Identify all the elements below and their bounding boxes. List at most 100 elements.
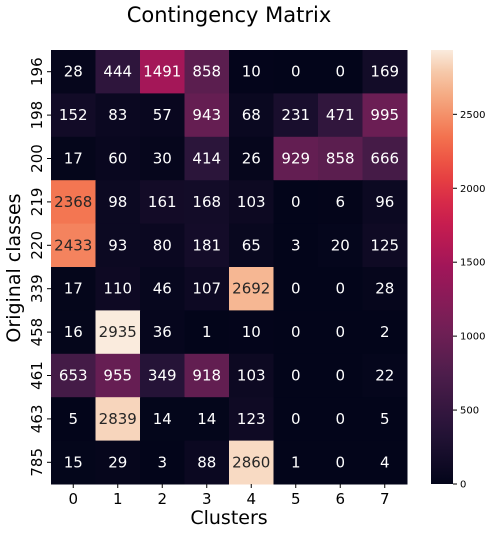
heatmap-cell xyxy=(362,267,408,311)
heatmap-cell xyxy=(318,397,363,442)
heatmap-cell xyxy=(229,223,274,268)
cell-value-label: 0 xyxy=(291,323,301,341)
cell-value-label: 858 xyxy=(326,150,355,168)
cell-value-label: 83 xyxy=(108,106,127,124)
cell-value-label: 15 xyxy=(64,453,83,471)
cell-value-label: 169 xyxy=(370,63,399,81)
cell-value-label: 14 xyxy=(197,410,216,428)
heatmap-cell xyxy=(95,223,141,268)
heatmap-cell xyxy=(184,310,230,355)
colorbar-ticks: 0 500 1000 1500 2000 2500 xyxy=(453,110,485,491)
heatmap-cell xyxy=(273,440,319,485)
cell-value-label: 10 xyxy=(242,63,261,81)
heatmap-cell xyxy=(95,397,141,442)
cell-value-label: 88 xyxy=(197,453,216,471)
heatmap-cell xyxy=(362,440,408,485)
cell-value-label: 10 xyxy=(242,323,261,341)
heatmap-cell xyxy=(140,93,185,138)
cell-value-label: 653 xyxy=(59,367,88,385)
heatmap-cell xyxy=(51,180,96,225)
x-tick-label: 5 xyxy=(291,490,301,508)
heatmap-cell xyxy=(362,136,408,181)
cell-value-label: 414 xyxy=(192,150,221,168)
cell-value-label: 471 xyxy=(326,106,355,124)
heatmap-cell xyxy=(229,310,274,355)
cell-value-label: 2692 xyxy=(232,280,270,298)
heatmap-cell xyxy=(184,136,230,181)
heatmap-cell xyxy=(362,180,408,225)
cell-value-label: 60 xyxy=(108,150,127,168)
heatmap-cell xyxy=(184,180,230,225)
heatmap-cell xyxy=(318,136,363,181)
x-tick-label: 0 xyxy=(68,490,78,508)
cell-value-label: 103 xyxy=(237,367,266,385)
cell-value-label: 929 xyxy=(281,150,310,168)
cell-value-label: 0 xyxy=(291,63,301,81)
cell-value-label: 107 xyxy=(192,280,221,298)
cell-value-label: 444 xyxy=(103,63,132,81)
heatmap-cell xyxy=(229,397,274,442)
heatmap-cell xyxy=(318,353,363,398)
heatmap-cell xyxy=(229,50,274,94)
colorbar-tick-label: 1000 xyxy=(460,332,485,343)
heatmap-cell xyxy=(362,353,408,398)
heatmap-cell xyxy=(51,310,96,355)
heatmap-cell xyxy=(51,397,96,442)
x-tick-label: 4 xyxy=(246,490,256,508)
cell-value-label: 80 xyxy=(153,236,172,254)
cell-value-label: 65 xyxy=(242,236,261,254)
x-tick-label: 1 xyxy=(113,490,123,508)
heatmap-cell xyxy=(184,50,230,94)
heatmap-cell xyxy=(51,50,96,94)
cell-value-label: 28 xyxy=(375,280,394,298)
cell-value-label: 14 xyxy=(153,410,172,428)
cell-value-label: 349 xyxy=(148,367,177,385)
heatmap-cell xyxy=(273,353,319,398)
cell-value-label: 6 xyxy=(335,193,345,211)
heatmap-cell xyxy=(95,267,141,311)
heatmap-cell xyxy=(318,50,363,94)
heatmap-cell xyxy=(95,353,141,398)
y-tick-label: 463 xyxy=(28,405,46,434)
colorbar-tick-label: 2500 xyxy=(460,110,485,121)
cell-value-label: 36 xyxy=(153,323,172,341)
heatmap-cell xyxy=(140,136,185,181)
y-axis-label: Original classes xyxy=(3,193,25,342)
heatmap-cell xyxy=(318,180,363,225)
cell-value-label: 2433 xyxy=(54,236,92,254)
cell-value-label: 0 xyxy=(335,280,345,298)
heatmap-cell xyxy=(184,93,230,138)
heatmap-cell xyxy=(362,223,408,268)
cell-value-label: 16 xyxy=(64,323,83,341)
cell-value-label: 103 xyxy=(237,193,266,211)
cell-value-label: 858 xyxy=(192,63,221,81)
heatmap-cell xyxy=(95,136,141,181)
cell-value-label: 17 xyxy=(64,280,83,298)
cell-value-label: 918 xyxy=(192,367,221,385)
heatmap-cell xyxy=(362,93,408,138)
heatmap-cell xyxy=(362,397,408,442)
cell-value-label: 29 xyxy=(108,453,127,471)
cell-value-label: 0 xyxy=(335,323,345,341)
x-axis-label: Clusters xyxy=(190,507,267,529)
cell-value-label: 57 xyxy=(153,106,172,124)
cell-value-label: 20 xyxy=(331,236,350,254)
heatmap-cell xyxy=(184,223,230,268)
heatmap-cell xyxy=(95,93,141,138)
heatmap-cell xyxy=(140,440,185,485)
heatmap-cell xyxy=(51,440,96,485)
y-tick-label: 198 xyxy=(28,101,46,130)
cell-value-label: 1 xyxy=(202,323,212,341)
colorbar-tick-label: 1500 xyxy=(460,258,485,269)
heatmap-cell xyxy=(229,353,274,398)
cell-value-label: 2 xyxy=(380,323,390,341)
heatmap-cell xyxy=(51,136,96,181)
cell-value-label: 0 xyxy=(291,193,301,211)
cell-value-label: 168 xyxy=(192,193,221,211)
heatmap-cell xyxy=(273,93,319,138)
heatmap-cell xyxy=(51,93,96,138)
heatmap-cell xyxy=(95,310,141,355)
heatmap-cell xyxy=(95,180,141,225)
x-tick-labels: 0 1 2 3 4 5 6 7 xyxy=(68,484,390,508)
heatmap-cell xyxy=(140,180,185,225)
